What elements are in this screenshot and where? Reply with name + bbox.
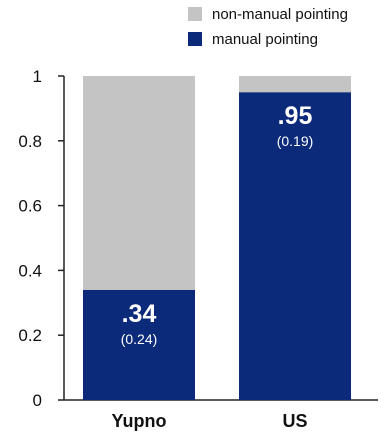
- y-tick-label-2: 0.4: [18, 261, 42, 280]
- legend-label-0: non-manual pointing: [212, 6, 348, 23]
- bar-sd-label-us: (0.19): [277, 133, 314, 149]
- x-category-label-us: US: [282, 411, 307, 431]
- bar-yupno-manual-pointing: [83, 289, 195, 400]
- bar-value-label-yupno: .34: [122, 300, 157, 328]
- bar-us-manual-pointing: [239, 92, 351, 400]
- bar-yupno-non-manual-pointing: [83, 76, 195, 290]
- legend-swatch-0: [188, 7, 202, 21]
- legend-label-1: manual pointing: [212, 31, 318, 48]
- bars: .34 (0.24) .95 (0.19): [83, 76, 351, 400]
- bar-sd-label-yupno: (0.24): [121, 331, 158, 347]
- y-axis: 0 0.2 0.4 0.6 0.8 1: [18, 67, 378, 410]
- y-tick-label-5: 1: [33, 67, 42, 86]
- bar-us-non-manual-pointing: [239, 76, 351, 93]
- y-tick-label-4: 0.8: [18, 132, 42, 151]
- x-category-label-yupno: Yupno: [112, 411, 167, 431]
- y-tick-label-3: 0.6: [18, 197, 42, 216]
- x-axis-labels: Yupno US: [112, 411, 308, 431]
- y-tick-label-0: 0: [33, 391, 42, 410]
- y-tick-label-1: 0.2: [18, 326, 42, 345]
- legend-swatch-1: [188, 32, 202, 46]
- legend: non-manual pointing manual pointing: [188, 6, 348, 48]
- bar-value-label-us: .95: [278, 102, 313, 130]
